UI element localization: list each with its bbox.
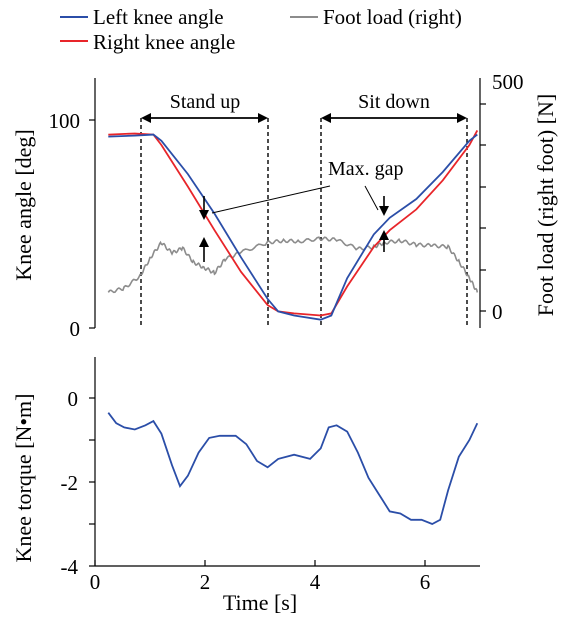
bottom-x-tick-label-0: 0	[90, 570, 101, 594]
bottom-x-tick-label-6: 6	[420, 570, 431, 594]
foot-load-line	[107, 236, 479, 294]
bottom-x-tick-label-2: 2	[200, 570, 211, 594]
top-y-axis-label: Knee angle [deg]	[11, 129, 36, 280]
top-left-tick-label-100: 100	[49, 109, 81, 133]
max-gap-arrows-1	[199, 196, 209, 262]
top-chart: 0 100 0 500 Knee angle [deg] Foot load (…	[11, 70, 558, 341]
top-right-tick-label-500: 500	[492, 70, 524, 94]
sitdown-arrow	[321, 113, 467, 123]
max-gap-arrows-2	[379, 196, 389, 252]
legend-label-foot-load: Foot load (right)	[323, 5, 462, 29]
legend: Left knee angle Right knee angle Foot lo…	[60, 5, 462, 54]
bottom-chart: 0 -2 -4 0 2 4 6 Time [s] Knee torque [N•…	[11, 357, 480, 615]
top-y2-axis-label: Foot load (right foot) [N]	[533, 94, 558, 316]
bottom-x-axis-label: Time [s]	[223, 590, 297, 615]
max-gap-leader-1	[211, 185, 331, 214]
bottom-y-tick-label-neg2: -2	[61, 471, 79, 495]
left-knee-angle-line	[108, 133, 478, 321]
max-gap-leader-2	[364, 185, 379, 211]
knee-torque-line	[107, 412, 479, 525]
standup-label: Stand up	[170, 91, 241, 113]
bottom-x-tick-label-4: 4	[310, 570, 321, 594]
bottom-y-tick-label-0: 0	[68, 387, 79, 411]
bottom-y-tick-label-neg4: -4	[61, 555, 79, 579]
right-knee-angle-line	[108, 129, 479, 317]
sitdown-label: Sit down	[358, 91, 430, 113]
legend-label-left-knee: Left knee angle	[93, 5, 224, 29]
legend-label-right-knee: Right knee angle	[93, 30, 235, 54]
top-left-tick-label-0: 0	[70, 317, 81, 341]
top-right-tick-label-0: 0	[492, 300, 503, 324]
bottom-y-axis-label: Knee torque [N•m]	[11, 394, 36, 563]
max-gap-label: Max. gap	[328, 158, 404, 180]
standup-arrow	[141, 113, 268, 123]
